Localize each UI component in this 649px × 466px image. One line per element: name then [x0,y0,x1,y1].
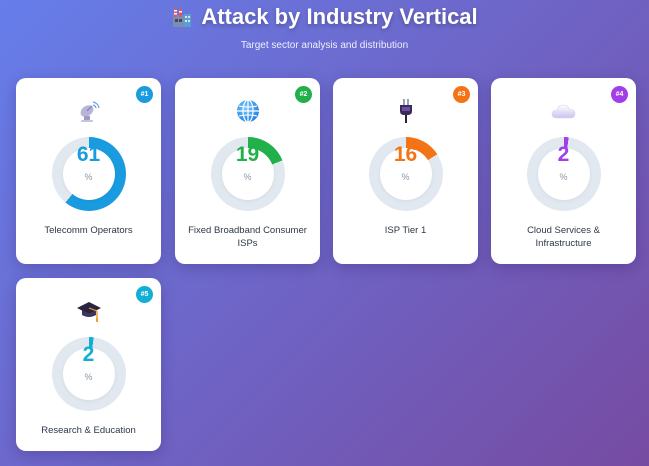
satellite-antenna-icon [16,98,161,124]
industry-label: Fixed Broadband Consumer ISPs [188,225,307,249]
globe-icon [175,98,320,124]
page-subtitle: Target sector analysis and distribution [240,40,409,51]
industry-card-cloud-services[interactable]: #4 2 % Cloud Services & Infrastructure [491,78,636,264]
factory-icon [171,6,193,28]
industry-label: Telecomm Operators [44,225,133,236]
cloud-icon [491,98,636,124]
electric-plug-icon [333,98,478,124]
rank-badge: #4 [611,86,628,103]
percentage-value: 2 [82,343,95,366]
industry-label: Cloud Services & Infrastructure [527,225,600,249]
percentage-value: 19 [235,143,260,166]
rank-badge: #5 [136,286,153,303]
percentage-value: 16 [393,143,418,166]
donut-gauge [52,337,126,411]
percentage-value: 2 [557,143,570,166]
industry-card-fixed-broadband[interactable]: #2 19 % Fixed Broadband Consumer ISPs [175,78,320,264]
donut-gauge [527,137,601,211]
page-title: Attack by Industry Vertical [0,4,649,30]
donut-gauge [52,137,126,211]
donut-gauge [211,137,285,211]
graduation-cap-icon [16,298,161,324]
industry-card-research-education[interactable]: #5 2 % Research & Education [16,278,161,451]
page-title-text: Attack by Industry Vertical [201,4,478,29]
percent-unit: % [401,172,410,182]
rank-badge: #1 [136,86,153,103]
donut-gauge [369,137,443,211]
percentage-value: 61 [76,143,101,166]
industry-label: ISP Tier 1 [384,225,427,236]
percent-unit: % [84,172,93,182]
industry-card-isp-tier1[interactable]: #3 16 % ISP Tier 1 [333,78,478,264]
rank-badge: #2 [295,86,312,103]
percent-unit: % [84,372,93,382]
rank-badge: #3 [453,86,470,103]
percent-unit: % [559,172,568,182]
percent-unit: % [243,172,252,182]
industry-card-telecomm[interactable]: #1 61 % Telecomm Operators [16,78,161,264]
industry-label: Research & Education [41,425,136,436]
